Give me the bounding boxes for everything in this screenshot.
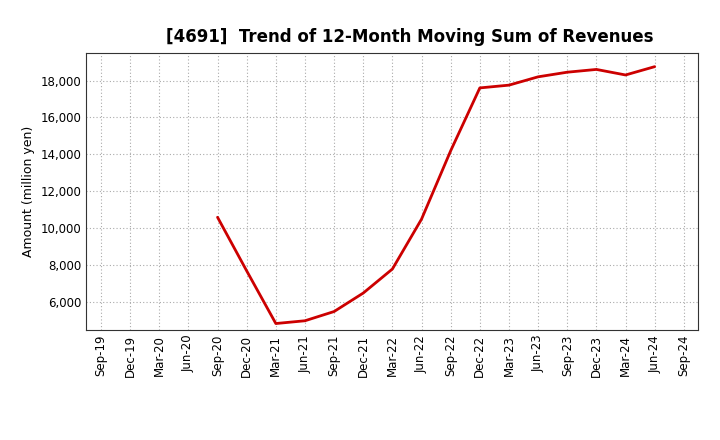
Y-axis label: Amount (million yen): Amount (million yen) xyxy=(22,126,35,257)
Text: [4691]  Trend of 12-Month Moving Sum of Revenues: [4691] Trend of 12-Month Moving Sum of R… xyxy=(166,28,654,46)
